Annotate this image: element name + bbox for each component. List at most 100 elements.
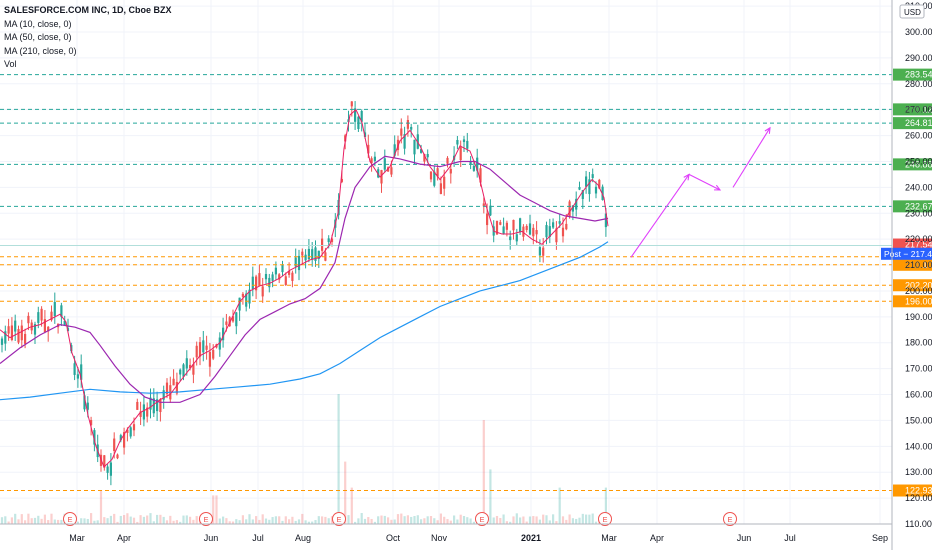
candle-body — [241, 293, 244, 297]
volume-bar — [321, 516, 324, 524]
candle-body — [443, 176, 446, 189]
price-tick-label: 220.00 — [905, 234, 932, 244]
candle-body — [321, 238, 324, 251]
candle-body — [565, 223, 568, 230]
candle-body — [367, 144, 370, 154]
legend-ma210[interactable]: MA (210, close, 0) — [4, 45, 77, 56]
candle-body — [109, 462, 112, 476]
volume-bar — [297, 519, 301, 524]
level-label: 122.93 — [905, 486, 932, 496]
volume-bar — [123, 515, 126, 524]
candle-body — [449, 168, 452, 174]
projection-arrowhead — [713, 184, 722, 191]
volume-bar — [222, 516, 225, 524]
candle-body — [555, 228, 558, 243]
volume-bar — [436, 520, 439, 524]
candle-body — [165, 382, 169, 395]
level-label: 264.81 — [905, 118, 932, 128]
volume-bar — [400, 513, 403, 524]
volume-bar — [27, 513, 30, 524]
candle-body — [50, 311, 53, 321]
volume-bar — [37, 515, 40, 524]
candle-body — [195, 345, 198, 358]
candle-body — [248, 289, 251, 304]
candle-body — [205, 345, 208, 350]
volume-bar — [195, 516, 198, 524]
candle-body — [522, 226, 525, 237]
candle-body — [90, 420, 93, 426]
earnings-marker-label: E — [336, 515, 341, 524]
candle-body — [542, 247, 545, 256]
candle-body — [175, 381, 178, 394]
volume-bar — [182, 515, 185, 524]
candle-body — [512, 219, 515, 231]
volume-bar — [525, 521, 528, 524]
candle-body — [146, 407, 149, 417]
volume-bar — [189, 516, 192, 524]
candle-body — [208, 351, 211, 367]
volume-bar — [106, 518, 109, 524]
candle-body — [231, 316, 235, 322]
candle-body — [548, 226, 551, 237]
candle-body — [598, 179, 601, 189]
volume-bar — [443, 516, 446, 524]
volume-bar — [489, 469, 492, 524]
earnings-marker-label: E — [67, 515, 72, 524]
volume-bar — [373, 521, 376, 524]
legend-volume[interactable]: Vol — [4, 59, 17, 69]
volume-bar — [301, 513, 304, 524]
time-tick-label: Sep — [872, 533, 888, 543]
candle-body — [601, 186, 604, 201]
legend-ma50[interactable]: MA (50, close, 0) — [4, 32, 72, 42]
candle-body — [162, 390, 165, 400]
candle-body — [594, 186, 598, 194]
volume-bar — [466, 517, 469, 524]
candle-body — [489, 205, 492, 216]
price-tick-label: 280.00 — [905, 79, 932, 89]
level-label-bg — [893, 158, 932, 171]
candle-body — [202, 340, 205, 353]
price-tick-label: 210.00 — [905, 260, 932, 270]
candle-body — [469, 161, 472, 165]
volume-bar — [410, 516, 413, 524]
volume-bar — [264, 518, 268, 524]
candle-body — [330, 238, 334, 243]
candle-body — [284, 276, 287, 286]
legend-ma10[interactable]: MA (10, close, 0) — [4, 18, 72, 29]
volume-bar — [347, 515, 350, 524]
candle-body — [373, 156, 376, 161]
volume-bar — [142, 516, 145, 524]
candle-body — [264, 274, 268, 280]
price-tick-label: 110.00 — [905, 519, 932, 529]
volume-bar — [156, 514, 159, 524]
volume-bar — [317, 516, 320, 524]
price-tick-label: 130.00 — [905, 467, 932, 477]
candle-body — [47, 326, 50, 332]
candlesticks — [0, 101, 607, 486]
level-label-bg — [893, 295, 932, 308]
candle-body — [558, 221, 561, 224]
candle-body — [575, 198, 578, 210]
candle-body — [466, 140, 469, 149]
candle-body — [80, 364, 83, 380]
volume-bar — [278, 516, 281, 524]
volume-bar — [119, 515, 122, 524]
volume-bar — [139, 515, 142, 524]
candle-body — [528, 223, 532, 235]
candle-body — [314, 247, 317, 261]
volume-bar — [354, 521, 357, 524]
volume-bar — [482, 420, 485, 524]
volume-bar — [413, 515, 416, 524]
earnings-marker-label: E — [602, 515, 607, 524]
volume-bar — [225, 518, 228, 524]
candle-body — [119, 435, 122, 441]
volume-bar — [40, 518, 43, 524]
volume-bar — [528, 516, 532, 524]
candle-body — [340, 178, 343, 182]
volume-bar — [492, 517, 495, 524]
candle-body — [403, 134, 406, 149]
volume-bar — [113, 513, 116, 524]
candle-body — [271, 274, 274, 281]
